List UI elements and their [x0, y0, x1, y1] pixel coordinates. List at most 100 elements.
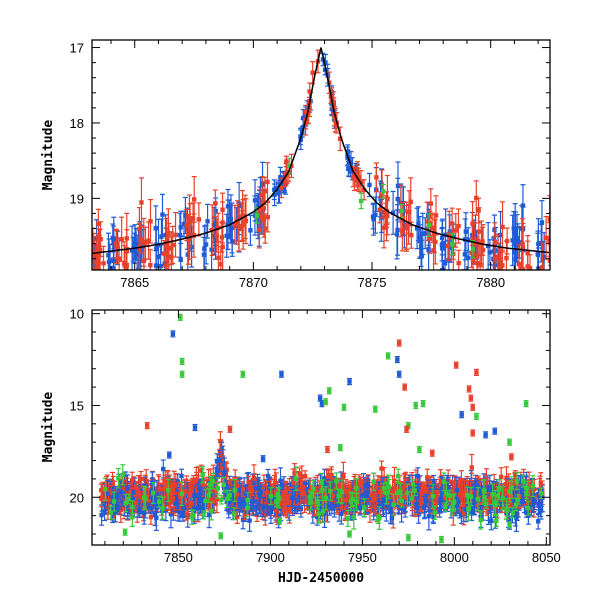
x-tick-label: 7875	[358, 275, 387, 290]
data-point-blue-marker	[395, 183, 401, 189]
data-point-blue-marker	[463, 237, 468, 242]
data-point-blue-marker	[442, 261, 448, 266]
data-point-blue-marker	[396, 504, 402, 509]
x-tick-label: 7870	[239, 275, 268, 290]
data-point-red	[473, 180, 479, 216]
data-point-red-marker	[425, 219, 430, 224]
data-point-red-marker	[547, 216, 550, 221]
data-point-blue-marker	[129, 248, 135, 253]
data-point-red	[453, 213, 459, 248]
data-point-blue-marker	[300, 115, 306, 121]
data-point-red	[215, 212, 221, 243]
data-point-red-marker	[138, 237, 144, 242]
data-point-red-marker	[303, 121, 308, 127]
data-point-red	[404, 204, 410, 252]
data-point-blue-marker	[416, 221, 421, 226]
data-point-red-marker	[279, 185, 284, 191]
data-point-blue-marker	[230, 506, 236, 511]
data-point-red	[469, 237, 475, 269]
data-point-blue-marker	[111, 236, 116, 241]
data-point-red	[373, 162, 379, 193]
data-point-blue-marker	[406, 498, 411, 503]
top-panel-data	[83, 47, 558, 279]
data-point-blue-marker	[463, 229, 469, 234]
data-point-red-marker	[453, 228, 458, 233]
data-point-red-marker	[500, 224, 505, 230]
data-point-red-marker	[469, 250, 474, 255]
top-y-axis-title: Magnitude	[41, 120, 56, 191]
data-point-red-marker	[166, 231, 171, 237]
data-point-blue-marker	[107, 258, 113, 263]
data-point-green-marker	[381, 189, 386, 194]
data-point-red	[455, 208, 461, 244]
data-point-blue-marker	[160, 212, 165, 217]
data-point-blue-marker	[539, 220, 545, 225]
data-point-red-marker	[167, 480, 172, 485]
data-point-red-marker	[190, 215, 196, 221]
data-point-red-marker	[122, 263, 127, 268]
data-point-blue	[84, 225, 89, 277]
data-point-red-marker	[331, 103, 337, 108]
data-point-red-marker	[552, 256, 556, 260]
data-point-red-marker	[475, 261, 480, 266]
data-point-red-marker	[95, 263, 100, 269]
data-point-blue-marker	[132, 243, 137, 249]
data-point-red-marker	[216, 255, 221, 261]
data-point-red	[196, 202, 202, 237]
data-point-blue-marker	[373, 212, 378, 218]
data-point-red	[424, 201, 430, 242]
data-point-blue-marker	[466, 237, 471, 243]
data-point-blue-marker	[394, 232, 400, 237]
data-point-blue-marker	[153, 226, 158, 231]
data-point-blue-marker	[389, 515, 395, 521]
data-point-red-marker	[409, 232, 414, 238]
data-point-red-marker	[470, 258, 476, 263]
data-point-red	[408, 221, 414, 249]
data-point-red-marker	[461, 511, 467, 516]
data-point-red-marker	[243, 218, 249, 224]
data-point-red	[553, 241, 558, 272]
data-point-red-marker	[148, 262, 153, 268]
data-point-red-marker	[265, 179, 270, 185]
data-point-red-marker	[116, 256, 122, 261]
data-point-blue-marker	[178, 225, 183, 230]
data-point-blue-marker	[134, 252, 140, 257]
x-tick-label: 7865	[120, 275, 149, 290]
data-point-blue-marker	[338, 478, 344, 483]
data-point-blue-marker	[277, 189, 282, 194]
data-point-red	[431, 214, 437, 254]
data-point-red-marker	[480, 247, 486, 253]
data-point-red-marker	[92, 253, 96, 258]
data-point-red-marker	[477, 262, 483, 268]
data-point-red-marker	[94, 260, 99, 265]
data-point-blue-marker	[85, 252, 89, 256]
data-point-blue-marker	[209, 247, 214, 252]
data-point-green-marker	[450, 242, 455, 247]
data-point-blue-marker	[83, 262, 87, 266]
data-point-red-marker	[361, 187, 367, 193]
data-point-red-marker	[310, 70, 315, 75]
data-point-red-marker	[119, 237, 124, 242]
data-point-red-marker	[307, 89, 312, 94]
data-point-red-marker	[479, 240, 484, 245]
data-point-blue-marker	[181, 221, 187, 227]
data-point-red-marker	[259, 193, 265, 198]
data-point-red	[527, 254, 533, 270]
data-point-red-marker	[547, 237, 550, 242]
data-point-blue	[370, 203, 376, 230]
data-point-blue-marker	[213, 238, 218, 243]
data-point-green-marker	[287, 163, 292, 168]
data-point-blue	[512, 203, 518, 255]
data-point-red	[551, 226, 556, 263]
data-point-red-marker	[232, 222, 238, 227]
data-point-green	[470, 240, 476, 259]
data-point-blue	[442, 240, 448, 270]
data-point-red-marker	[169, 245, 174, 251]
data-point-blue	[85, 229, 90, 279]
data-point-red-marker	[215, 225, 221, 230]
data-point-green	[254, 207, 260, 224]
data-point-blue-marker	[85, 248, 89, 252]
data-point-red	[161, 240, 167, 268]
data-point-red-marker	[282, 177, 287, 183]
